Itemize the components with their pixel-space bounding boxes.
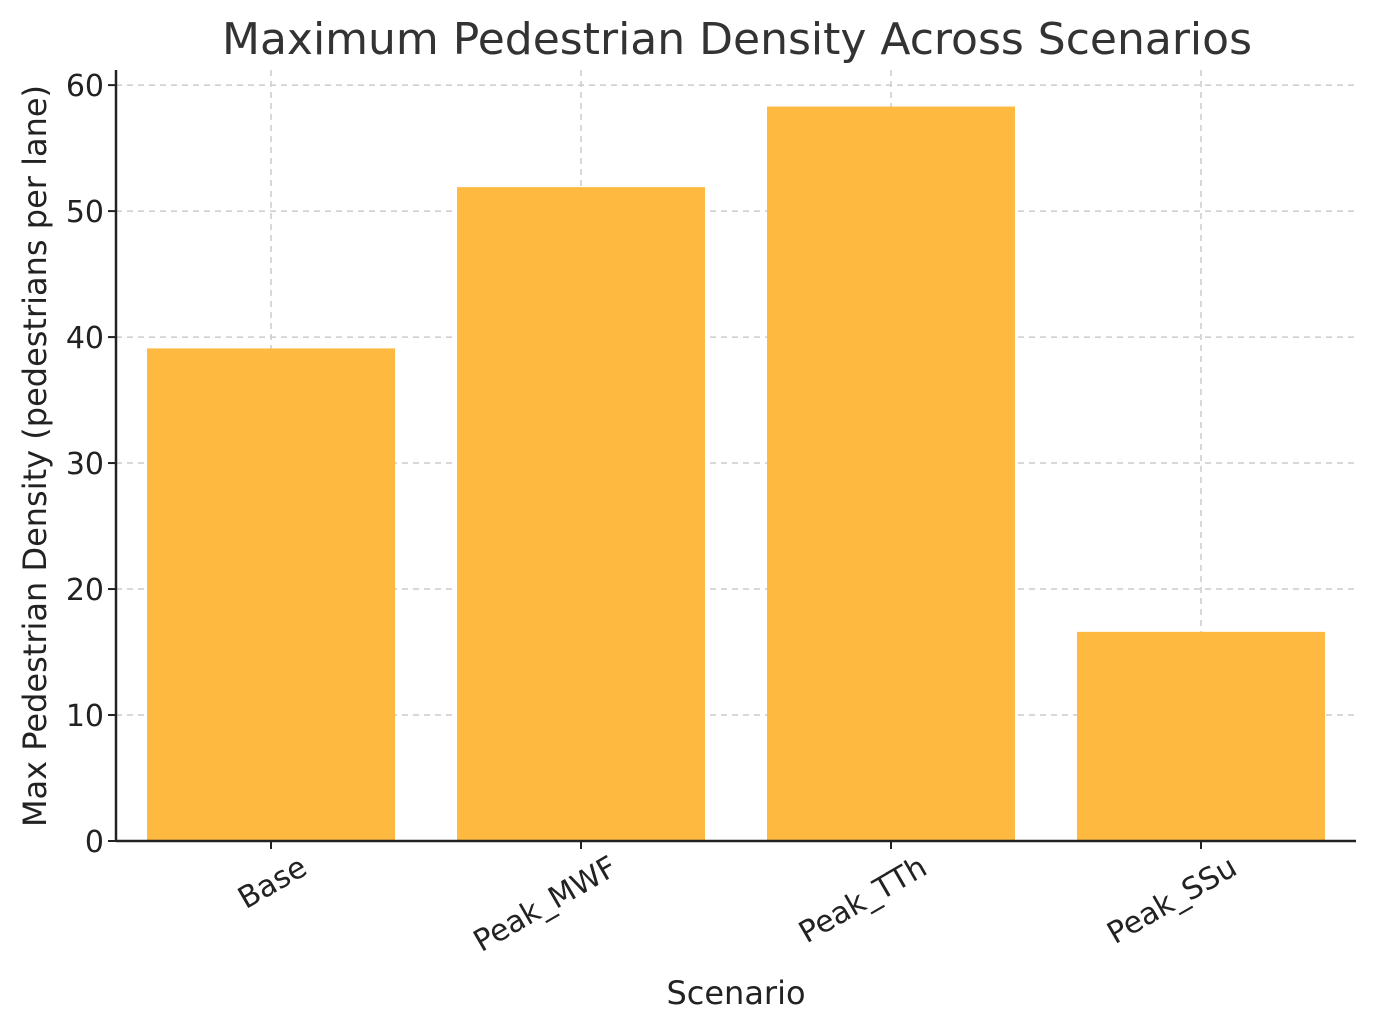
x-ticks: Base Peak_MWF Peak_TTh Peak_SSu bbox=[232, 841, 1243, 959]
bar-peak-mwf bbox=[457, 187, 705, 842]
axes bbox=[114, 70, 1356, 843]
chart-title: Maximum Pedestrian Density Across Scenar… bbox=[222, 14, 1252, 65]
x-axis-label: Scenario bbox=[666, 974, 805, 1012]
y-tick-label: 50 bbox=[66, 195, 104, 230]
x-tick-label: Base bbox=[232, 850, 313, 917]
y-tick-label: 60 bbox=[66, 69, 104, 104]
x-tick-label: Peak_SSu bbox=[1101, 850, 1243, 952]
y-tick-label: 0 bbox=[85, 825, 104, 860]
y-tick-label: 10 bbox=[66, 699, 104, 734]
bars bbox=[147, 106, 1325, 842]
bar-base bbox=[147, 348, 395, 841]
y-tick-label: 30 bbox=[66, 447, 104, 482]
bar-peak-tth bbox=[767, 106, 1015, 842]
bar-peak-ssu bbox=[1077, 631, 1325, 841]
y-ticks: 0 10 20 30 40 50 60 bbox=[66, 69, 116, 860]
y-axis-label: Max Pedestrian Density (pedestrians per … bbox=[16, 85, 54, 827]
x-tick-label: Peak_TTh bbox=[793, 850, 933, 951]
y-tick-label: 40 bbox=[66, 321, 104, 356]
x-tick-label: Peak_MWF bbox=[468, 850, 623, 960]
y-tick-label: 20 bbox=[66, 573, 104, 608]
